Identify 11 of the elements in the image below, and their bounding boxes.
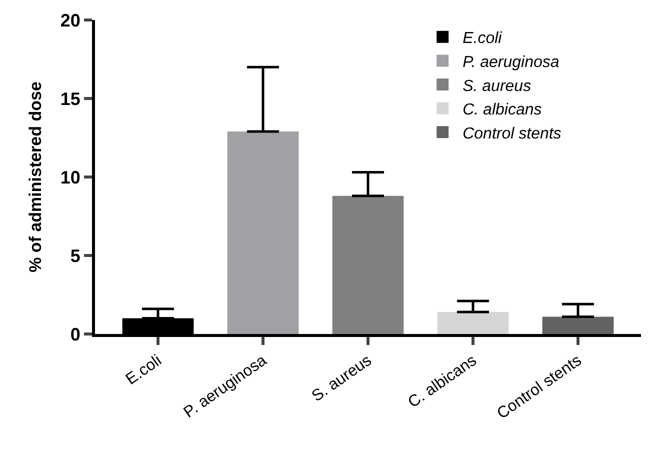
legend-label: P. aeruginosa bbox=[462, 54, 560, 71]
y-tick-label: 20 bbox=[60, 10, 80, 30]
legend-label: Control stents bbox=[462, 125, 562, 142]
y-tick-label: 10 bbox=[60, 167, 80, 188]
y-axis-title: % of administered dose bbox=[26, 82, 45, 272]
y-tick-label: 15 bbox=[60, 88, 80, 109]
legend-label: E.coli bbox=[462, 30, 502, 48]
y-tick-label: 0 bbox=[70, 324, 80, 344]
legend-label: C. albicans bbox=[462, 102, 542, 119]
y-tick-label: 5 bbox=[70, 246, 80, 266]
legend-label: S. aureus bbox=[462, 78, 532, 95]
